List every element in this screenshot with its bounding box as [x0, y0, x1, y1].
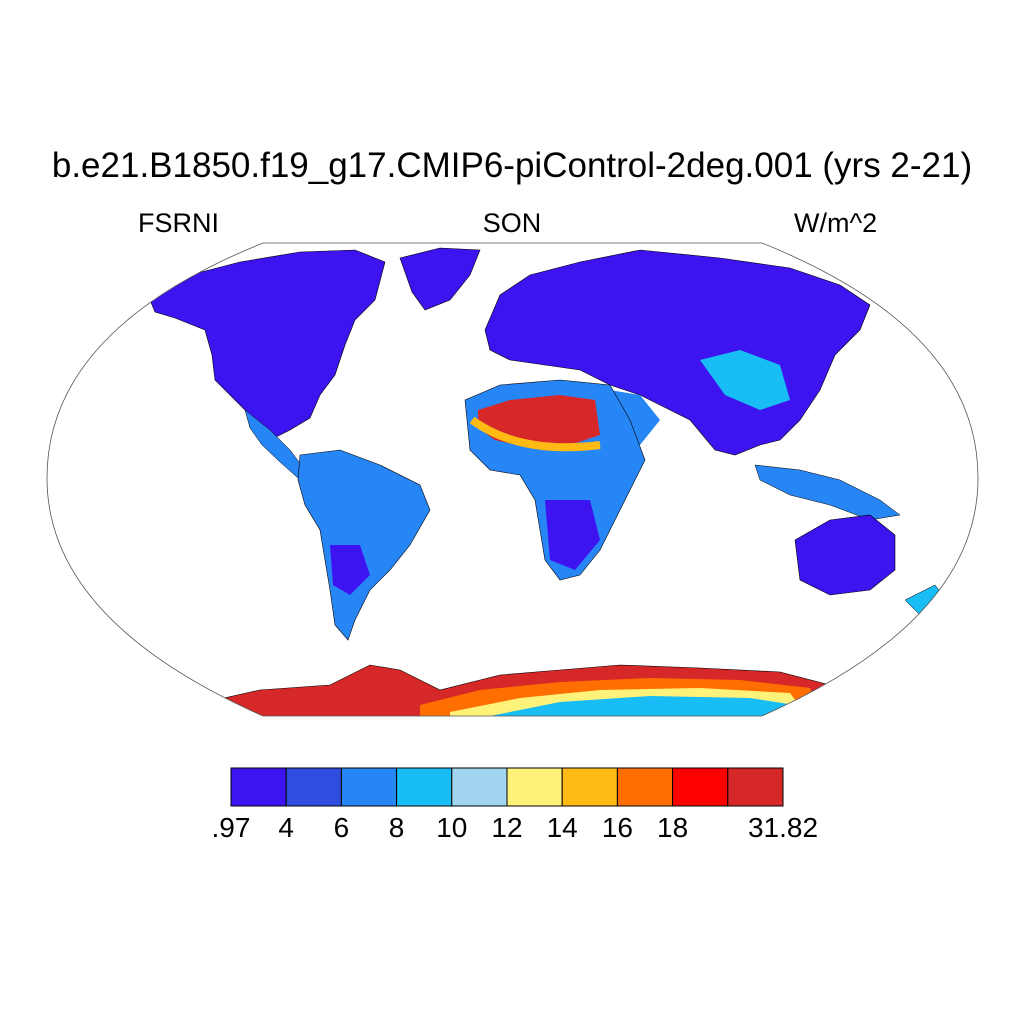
colorbar-swatch: [561, 767, 618, 807]
colorbar-tick-label: .97: [211, 812, 251, 843]
plot-title: b.e21.B1850.f19_g17.CMIP6-piControl-2deg…: [51, 146, 973, 185]
map-boundary: [46, 242, 979, 717]
colorbar-swatch: [285, 767, 342, 807]
colorbar-tick-label: 8: [388, 812, 405, 843]
south-america-dry: [330, 545, 370, 595]
colorbar-swatch: [230, 767, 287, 807]
central-asia-field: [700, 350, 790, 410]
colorbar-swatch: [396, 767, 453, 807]
colorbar-tick-label: 12: [491, 812, 523, 843]
colorbar-swatch: [506, 767, 563, 807]
southeast-asia: [754, 464, 901, 521]
colorbar-tick-label: 4: [278, 812, 294, 843]
south-america: [297, 449, 431, 641]
colorbar-swatch: [340, 767, 398, 807]
colorbar-tick-label: 31.82: [747, 812, 819, 843]
colorbar-tick-label: 10: [436, 812, 468, 843]
australia: [794, 514, 896, 596]
north-america: [149, 249, 386, 441]
antarctica-interior: [490, 696, 795, 716]
colorbar-tick-label: 6: [333, 812, 350, 843]
colorbar-swatch: [616, 767, 674, 807]
colorbar-tick-label: 16: [601, 812, 633, 843]
colorbar-swatch: [451, 767, 508, 807]
greenland: [399, 247, 481, 311]
units-label: W/m^2: [794, 208, 878, 238]
land-fields: [149, 247, 946, 716]
colorbar-tick-label: 18: [657, 812, 689, 843]
season-label: SON: [482, 208, 542, 238]
colorbar-swatch: [727, 767, 784, 807]
variable-label: FSRNI: [138, 208, 219, 238]
sahara-edge: [469, 416, 601, 452]
colorbar-swatch: [672, 767, 729, 807]
colorbar-tick-label: 14: [546, 812, 578, 843]
southern-africa-field: [545, 500, 600, 570]
